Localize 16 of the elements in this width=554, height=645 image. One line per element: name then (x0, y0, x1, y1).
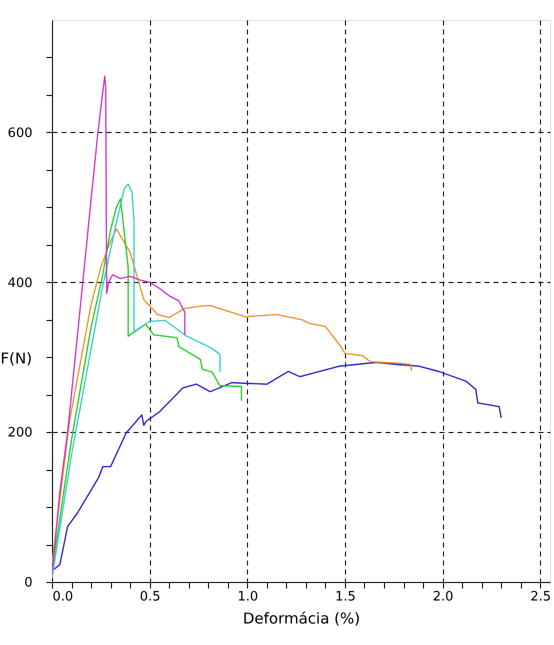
y-axis-title: F(N) (0, 350, 32, 368)
x-axis-title: Deformácia (%) (242, 610, 360, 628)
x-tick-label: 2.0 (432, 590, 454, 604)
y-tick-label: 600 (8, 126, 32, 141)
line-series (52, 362, 502, 571)
x-tick-label: 1.0 (237, 590, 258, 604)
y-tick-label: 0 (24, 576, 32, 590)
x-tick-label: 1.5 (335, 590, 356, 604)
line-series (52, 228, 412, 564)
y-tick-label: 200 (8, 426, 32, 441)
line-series (52, 183, 221, 579)
x-tick-label: 2.5 (530, 590, 552, 604)
y-tick-label: 400 (8, 276, 32, 291)
line-series (52, 76, 186, 576)
x-tick-label: 0.0 (52, 590, 74, 604)
x-tick-label: 0.5 (140, 590, 160, 604)
